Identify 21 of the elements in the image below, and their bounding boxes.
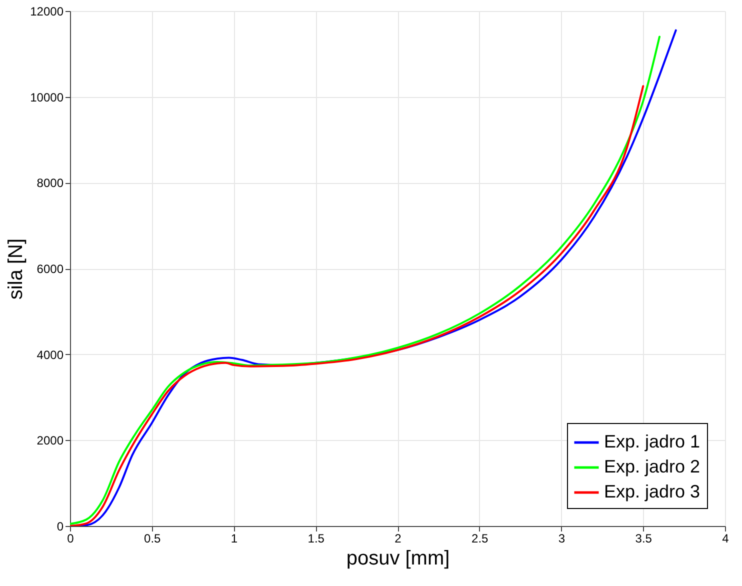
legend-label: Exp. jadro 2 — [604, 456, 700, 476]
y-tick-label: 10000 — [30, 90, 64, 104]
x-tick-label: 2.5 — [472, 532, 489, 546]
y-tick-label: 6000 — [36, 262, 64, 276]
x-tick-label: 0 — [67, 532, 74, 546]
y-tick-label: 0 — [56, 520, 64, 534]
x-tick-label: 3 — [558, 532, 566, 546]
x-tick-label: 2 — [394, 532, 402, 546]
y-axis-title: sila [N] — [5, 238, 28, 300]
x-tick-label: 1 — [230, 532, 238, 546]
x-tick-label: 4 — [722, 532, 730, 546]
legend-label: Exp. jadro 1 — [604, 432, 700, 452]
y-tick-label: 8000 — [36, 176, 64, 190]
y-tick-label: 12000 — [30, 4, 64, 18]
y-tick-label: 4000 — [36, 348, 64, 362]
x-tick-label: 0.5 — [144, 532, 162, 546]
x-tick-label: 1.5 — [308, 532, 325, 546]
x-axis-title: posuv [mm] — [346, 548, 450, 570]
y-tick-label: 2000 — [36, 434, 64, 448]
x-tick-label: 3.5 — [635, 532, 652, 546]
legend-label: Exp. jadro 3 — [604, 482, 700, 502]
